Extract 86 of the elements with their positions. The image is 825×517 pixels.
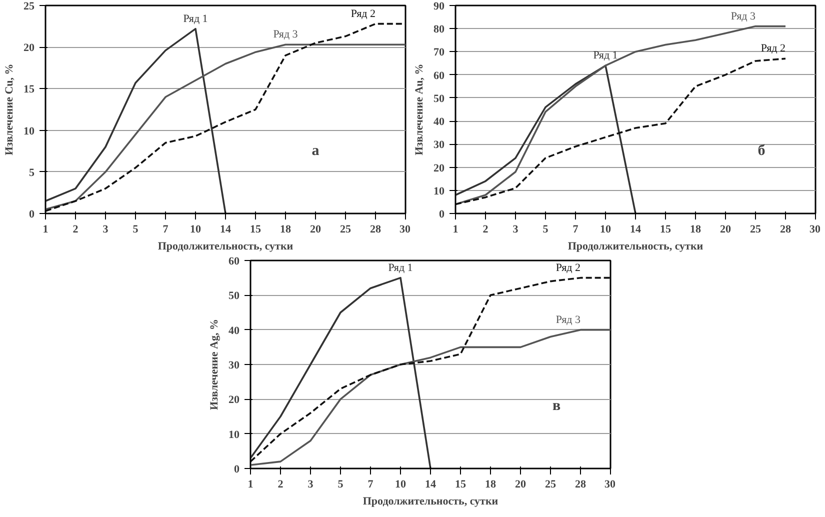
series-label: Ряд 3 [730,10,756,22]
x-tick-label: 30 [604,478,616,490]
x-axis-title: Продолжительность, сутки [568,240,704,252]
x-tick-label: 7 [572,224,579,236]
y-tick-label: 20 [434,162,445,174]
y-tick-label: 0 [234,464,240,476]
x-tick-label: 3 [512,224,519,236]
x-tick-label: 18 [280,224,292,236]
x-tick-label: 3 [308,478,314,490]
x-tick-label: 14 [425,478,436,490]
series-label: Ряд 3 [556,314,581,326]
series-label: Ряд 2 [556,262,581,274]
y-tick-label: 40 [434,116,445,128]
series-label: Ряд 2 [350,8,376,20]
y-tick-label: 60 [228,256,240,268]
x-tick-label: 10 [395,478,406,490]
y-tick-label: 0 [439,208,445,220]
y-tick-label: 70 [434,46,445,59]
x-tick-label: 10 [190,224,202,236]
x-tick-label: 18 [690,224,702,236]
y-tick-label: 30 [434,139,445,152]
y-tick-label: 10 [228,428,240,441]
y-axis-title: Извлечение Cu, % [4,64,16,156]
line-series [250,276,610,462]
x-tick-label: 15 [660,224,672,236]
x-tick-label: 20 [720,224,732,236]
y-tick-label: 30 [228,360,240,372]
x-tick-label: 2 [72,224,79,236]
line-series [46,28,226,214]
x-tick-label: 15 [250,224,262,236]
x-tick-label: 20 [515,478,526,490]
y-tick-label: 5 [29,166,35,179]
x-tick-label: 1 [248,478,254,490]
line-series [250,328,610,466]
y-axis-title: Извлечение Ag, % [208,319,220,410]
x-tick-label: 28 [575,478,586,490]
y-axis-title: Извлечение Au, % [414,64,426,156]
x-tick-label: 14 [630,224,642,236]
x-tick-label: 3 [102,224,109,236]
y-tick-label: 80 [434,24,445,36]
x-tick-label: 1 [452,224,458,236]
y-tick-label: 0 [29,208,35,220]
x-tick-label: 15 [455,478,466,490]
x-tick-label: 1 [42,224,48,236]
x-tick-label: 18 [485,478,496,490]
y-tick-label: 60 [434,70,445,82]
y-tick-label: 40 [228,324,240,337]
x-tick-label: 5 [132,224,139,236]
x-tick-label: 20 [310,224,322,236]
line-series [456,64,636,214]
x-tick-label: 25 [750,224,762,236]
annotation: б [758,143,766,160]
series-label: Ряд 1 [388,262,413,274]
x-tick-label: 5 [338,478,344,490]
x-tick-label: 25 [545,478,556,490]
y-tick-label: 50 [434,92,445,105]
series-label: Ряд 2 [760,42,786,55]
x-tick-label: 28 [780,224,792,236]
line-series [250,276,432,468]
series-label: Ряд 1 [183,12,208,25]
x-tick-label: 2 [278,478,284,490]
x-tick-label: 30 [810,224,821,236]
y-tick-label: 20 [24,42,35,54]
y-tick-label: 10 [434,185,445,198]
annotation: а [312,143,320,160]
annotation: в [552,398,561,414]
series-label: Ряд 3 [273,28,298,41]
y-tick-label: 10 [24,125,35,138]
x-tick-label: 7 [162,224,169,236]
y-tick-label: 90 [434,0,445,12]
x-tick-label: 25 [340,224,352,236]
x-tick-label: 2 [482,224,489,236]
x-tick-label: 10 [600,224,612,236]
x-tick-label: 7 [368,478,374,490]
x-tick-label: 28 [370,224,382,236]
y-tick-label: 15 [24,84,35,96]
y-tick-label: 20 [228,394,240,406]
x-axis-title: Продолжительность, сутки [158,240,294,252]
x-tick-label: 5 [542,224,549,236]
x-axis-title: Продолжительность, сутки [362,496,499,508]
y-tick-label: 25 [24,0,35,12]
line-series [456,25,786,206]
y-tick-label: 50 [228,290,240,302]
series-label: Ряд 1 [593,50,618,62]
x-tick-label: 14 [220,224,232,236]
x-tick-label: 30 [400,224,411,236]
